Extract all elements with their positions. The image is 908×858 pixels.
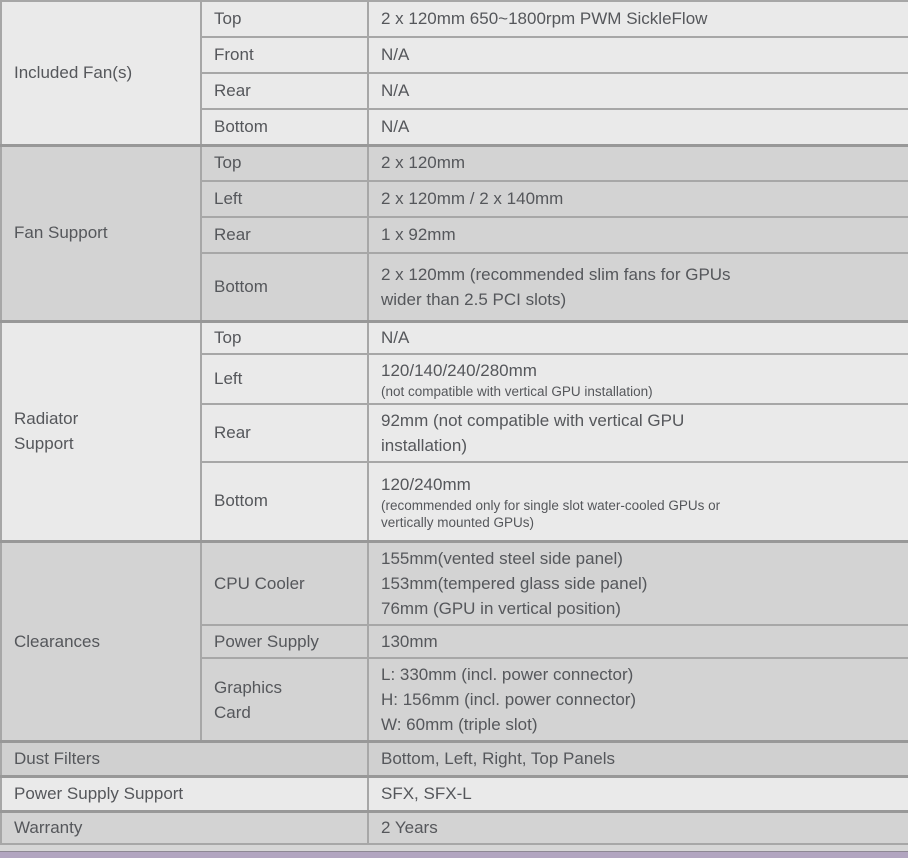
table-row: Included Fan(s) Top 2 x 120mm 650~1800rp… — [0, 0, 908, 146]
row-value-line: 120/140/240/280mm — [381, 360, 537, 380]
section-label-radiator-support: Radiator Support — [0, 319, 202, 543]
row-sub-label: Top — [200, 0, 369, 38]
row-value: 2 x 120mm 650~1800rpm PWM SickleFlow — [367, 0, 908, 38]
row-value: N/A — [367, 319, 908, 355]
row-value-line: W: 60mm (triple slot) — [381, 715, 538, 734]
row-value: 120/240mm (recommended only for single s… — [367, 460, 908, 543]
row-value-line: 153mm(tempered glass side panel) — [381, 574, 648, 593]
row-sub-label: Bottom — [200, 108, 369, 146]
table-row: Warranty 2 Years — [0, 810, 908, 845]
table-row: Rear 1 x 92mm — [1, 216, 908, 254]
row-value-line: L: 330mm (incl. power connector) — [381, 665, 634, 684]
row-value: 2 Years — [367, 810, 908, 845]
row-value-line: wider than 2.5 PCI slots) — [381, 289, 567, 309]
row-value: N/A — [367, 36, 908, 74]
row-sub-label: Bottom — [200, 460, 369, 543]
row-value-line: 92mm (not compatible with vertical GPU — [381, 410, 685, 430]
section-label-fan-support: Fan Support — [0, 143, 202, 322]
row-value: 2 x 120mm (recommended slim fans for GPU… — [367, 252, 908, 322]
table-row: Graphics Card L: 330mm (incl. power conn… — [1, 657, 908, 743]
table-row: Power Supply Support SFX, SFX-L — [0, 775, 908, 813]
bottom-accent-bar — [0, 851, 908, 858]
row-label-warranty: Warranty — [0, 810, 369, 845]
row-sub-label: CPU Cooler — [200, 540, 369, 626]
row-value: 120/140/240/280mm (not compatible with v… — [367, 352, 908, 405]
section-label-line: Radiator — [14, 409, 79, 429]
row-label-dust-filters: Dust Filters — [0, 740, 369, 778]
row-sub-label-line: Card — [214, 702, 251, 722]
table-row: Power Supply 130mm — [1, 624, 908, 659]
row-value-note: vertically mounted GPUs) — [381, 514, 535, 530]
row-value-line: 76mm (GPU in vertical position) — [381, 599, 621, 618]
row-value: 92mm (not compatible with vertical GPU i… — [367, 402, 908, 463]
row-value: 1 x 92mm — [367, 216, 908, 254]
table-row: Rear 92mm (not compatible with vertical … — [1, 402, 908, 463]
row-value-line: H: 156mm (incl. power connector) — [381, 690, 637, 709]
section-label-included-fans: Included Fan(s) — [0, 0, 202, 146]
row-value-line: 155mm(vented steel side panel) — [381, 549, 623, 568]
section-label-clearances: Clearances — [0, 540, 202, 743]
row-sub-label: Left — [200, 352, 369, 405]
row-value-line: 2 x 120mm (recommended slim fans for GPU… — [381, 264, 731, 284]
row-value: Bottom, Left, Right, Top Panels — [367, 740, 908, 778]
table-row: Left 120/140/240/280mm (not compatible w… — [1, 352, 908, 405]
row-value: 130mm — [367, 624, 908, 659]
row-value: SFX, SFX-L — [367, 775, 908, 813]
row-sub-label: Bottom — [200, 252, 369, 322]
row-value: N/A — [367, 108, 908, 146]
table-row: Left 2 x 120mm / 2 x 140mm — [1, 180, 908, 218]
row-sub-label-line: Graphics — [214, 677, 283, 697]
row-sub-label: Graphics Card — [200, 657, 369, 743]
row-sub-label: Rear — [200, 72, 369, 110]
row-sub-label: Top — [200, 319, 369, 355]
row-sub-label: Top — [200, 143, 369, 182]
row-sub-label: Rear — [200, 402, 369, 463]
row-sub-label: Left — [200, 180, 369, 218]
table-row: Bottom 120/240mm (recommended only for s… — [1, 460, 908, 543]
section-label-line: Support — [14, 434, 74, 454]
table-row: Clearances CPU Cooler 155mm(vented steel… — [0, 540, 908, 743]
row-value-note: (not compatible with vertical GPU instal… — [381, 383, 653, 399]
row-label-psu-support: Power Supply Support — [0, 775, 369, 813]
table-row: Rear N/A — [1, 72, 908, 110]
row-sub-label: Front — [200, 36, 369, 74]
row-value-line: 120/240mm — [381, 474, 471, 494]
table-row: Bottom N/A — [1, 108, 908, 146]
row-value: 2 x 120mm / 2 x 140mm — [367, 180, 908, 218]
row-value-line: installation) — [381, 435, 467, 455]
row-sub-label: Power Supply — [200, 624, 369, 659]
table-row: Bottom 2 x 120mm (recommended slim fans … — [1, 252, 908, 322]
row-value: 155mm(vented steel side panel) 153mm(tem… — [367, 540, 908, 626]
row-sub-label: Rear — [200, 216, 369, 254]
row-value: L: 330mm (incl. power connector) H: 156m… — [367, 657, 908, 743]
table-row: Fan Support Top 2 x 120mm — [0, 143, 908, 322]
row-value-note: (recommended only for single slot water-… — [381, 497, 721, 513]
table-row: Dust Filters Bottom, Left, Right, Top Pa… — [0, 740, 908, 778]
table-row: Radiator Support Top N/A — [0, 319, 908, 543]
row-value: 2 x 120mm — [367, 143, 908, 182]
row-value: N/A — [367, 72, 908, 110]
